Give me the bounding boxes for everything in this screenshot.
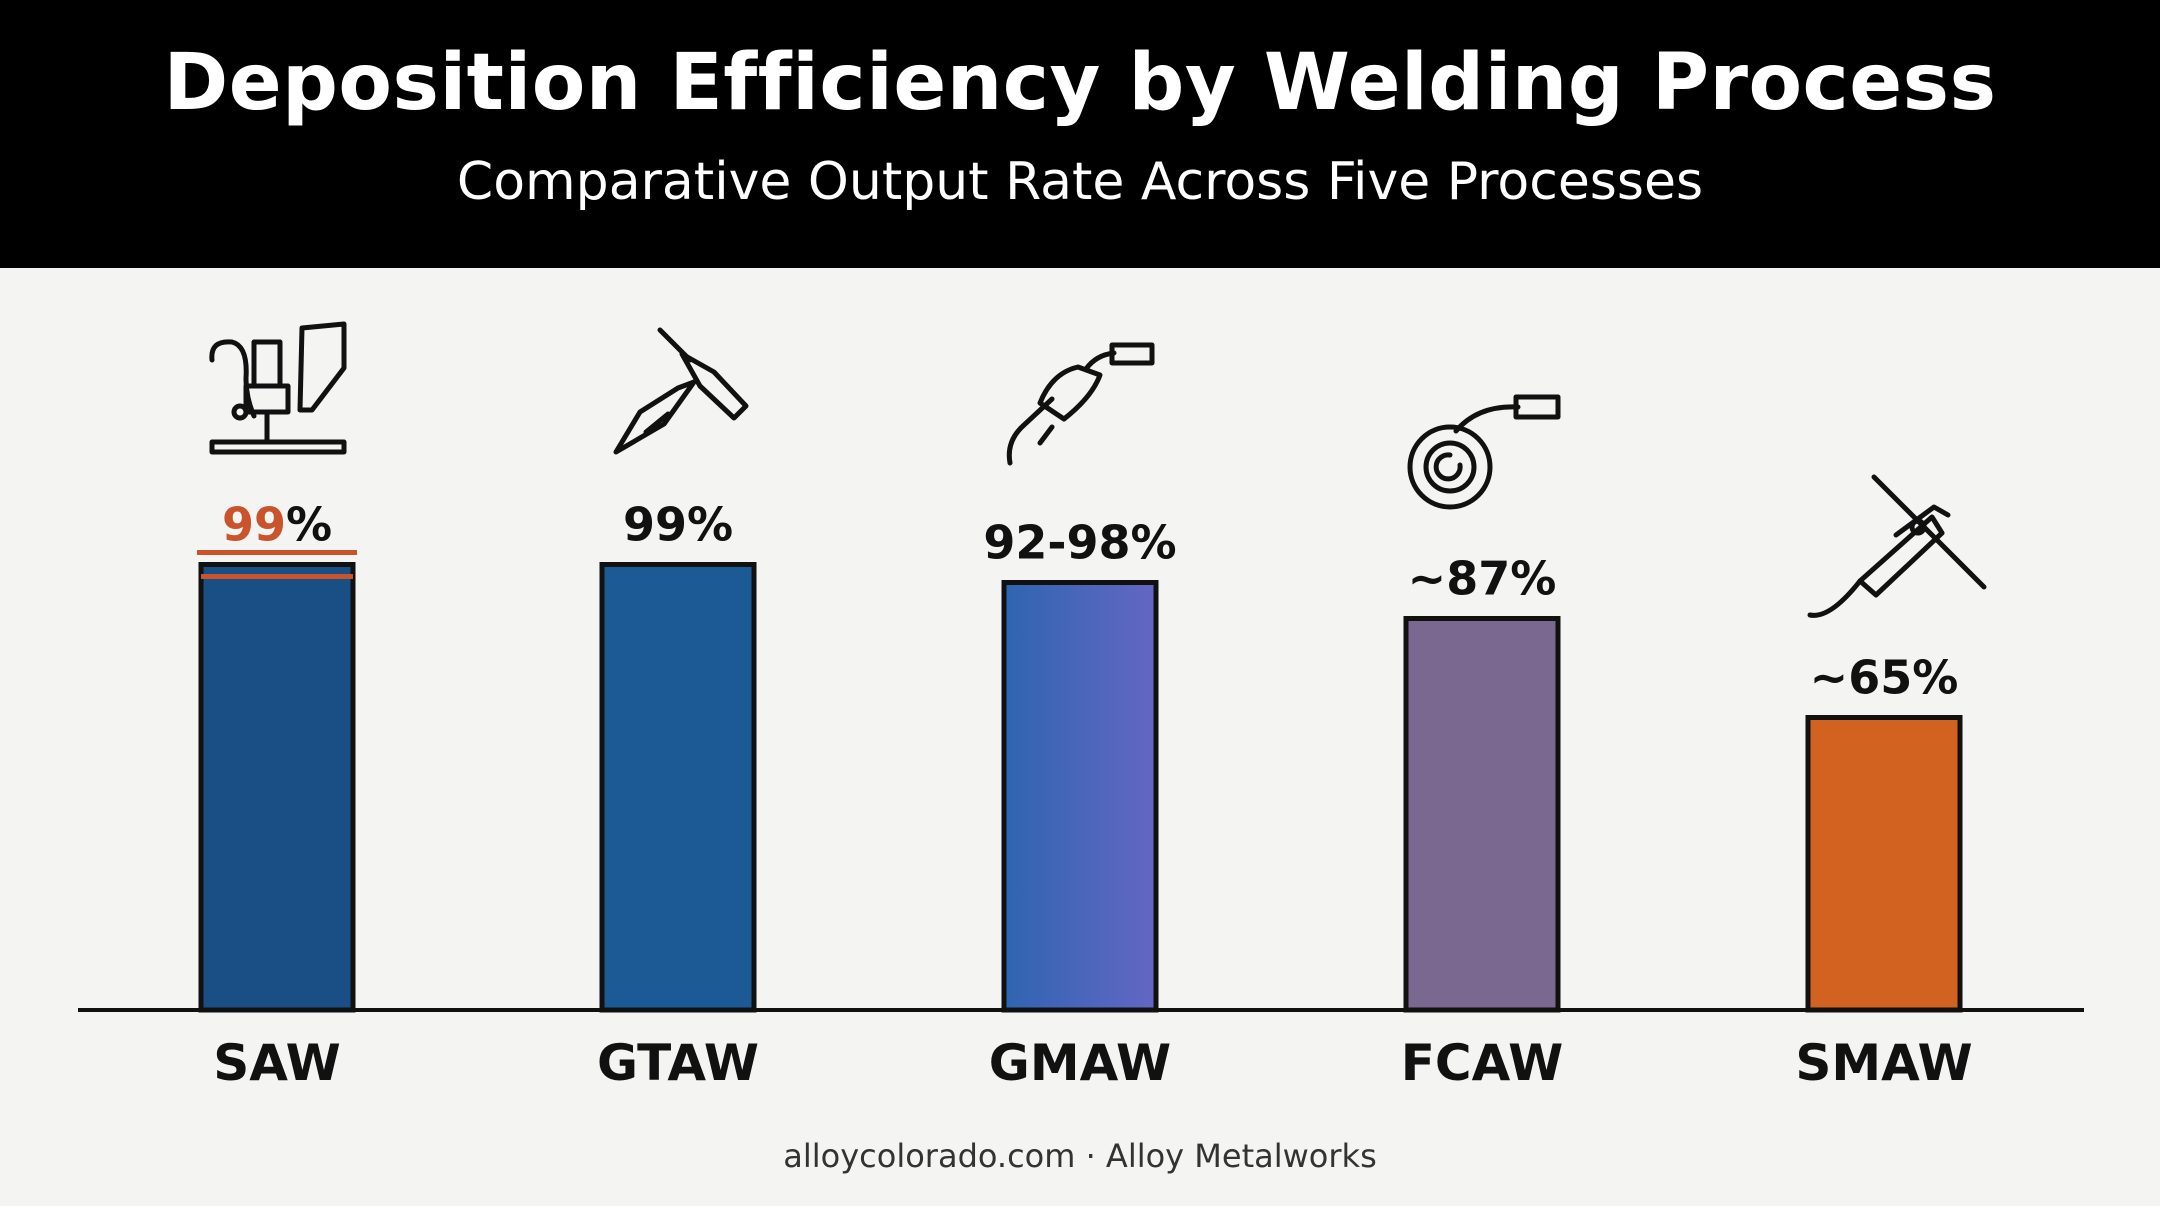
bar-gmaw — [1001, 580, 1159, 1013]
category-label-gmaw: GMAW — [989, 1034, 1171, 1092]
value-label-fcaw: ~87% — [1408, 552, 1557, 606]
mig-gun-icon — [1006, 342, 1155, 466]
wire-spool-icon — [1407, 394, 1561, 510]
category-label-gtaw: GTAW — [597, 1034, 759, 1092]
header-banner: Deposition Efficiency by Welding Process… — [0, 0, 2160, 268]
stick-electrode-holder-icon — [1807, 474, 1987, 618]
saw-torch-icon — [209, 321, 347, 455]
category-label-smaw: SMAW — [1795, 1034, 1972, 1092]
chart-subtitle: Comparative Output Rate Across Five Proc… — [456, 152, 1704, 212]
bar-gtaw — [599, 562, 757, 1013]
bar-smaw — [1805, 715, 1963, 1013]
category-label-fcaw: FCAW — [1401, 1034, 1563, 1092]
chart-title: Deposition Efficiency by Welding Process — [163, 38, 1997, 128]
value-label-gmaw: 92-98% — [983, 516, 1176, 570]
footer-credit: alloycolorado.com · Alloy Metalworks — [783, 1137, 1377, 1175]
value-label-saw: 99% — [222, 498, 332, 552]
value-label-gtaw: 99% — [623, 498, 733, 552]
value-label-smaw: ~65% — [1810, 651, 1959, 705]
tig-torch-icon — [613, 327, 749, 455]
bar-saw — [198, 562, 356, 1013]
bar-fcaw — [1403, 616, 1561, 1013]
category-label-saw: SAW — [213, 1034, 341, 1092]
